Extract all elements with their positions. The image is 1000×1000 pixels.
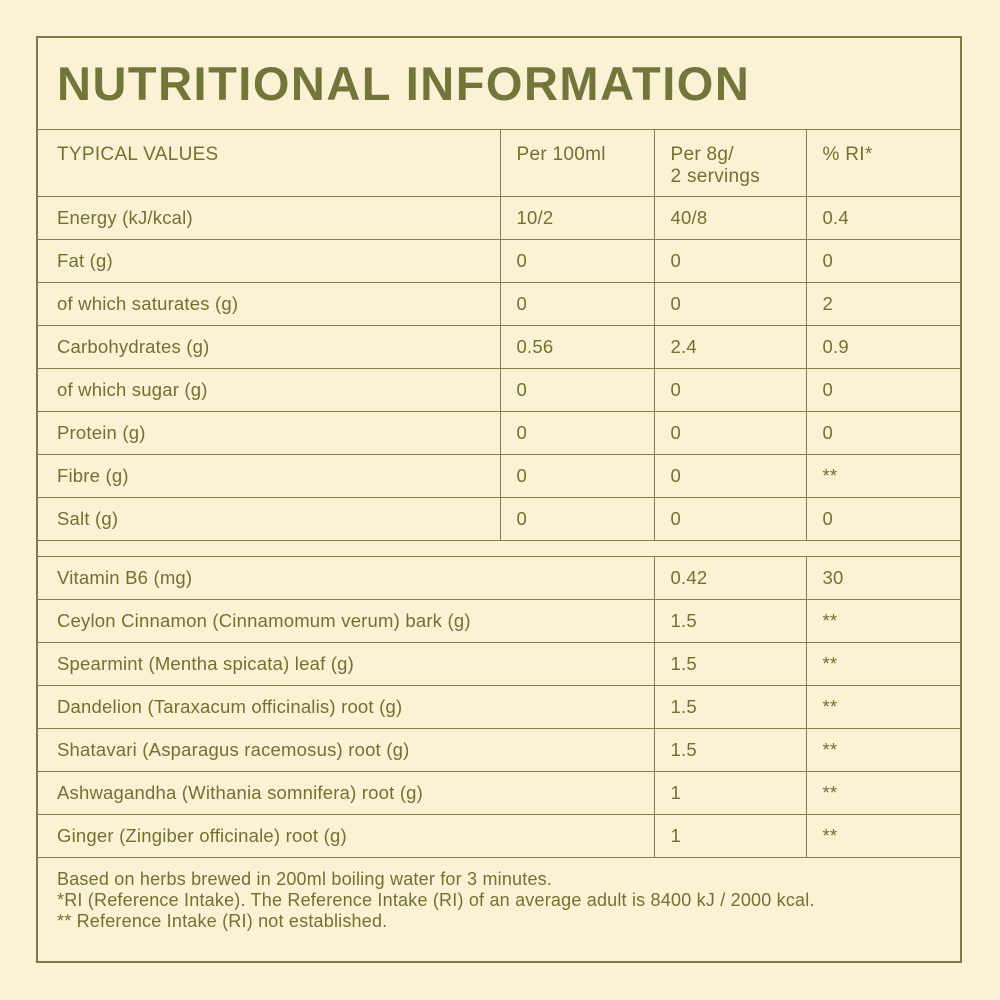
value-per-8g: 0 xyxy=(653,282,806,326)
value-per-8g: 1.5 xyxy=(653,685,806,729)
row-label: Carbohydrates (g) xyxy=(38,325,500,369)
value-ri: 0.4 xyxy=(805,196,960,240)
value-per-100ml: 0 xyxy=(499,368,654,412)
value-per-100ml: 0 xyxy=(499,454,654,498)
value-per-100ml: 0.56 xyxy=(499,325,654,369)
page-title: NUTRITIONAL INFORMATION xyxy=(57,57,751,110)
value-per-8g: 0 xyxy=(653,239,806,283)
value-per-8g: 0.42 xyxy=(653,556,806,600)
value-ri: ** xyxy=(805,685,960,729)
value-ri: 0.9 xyxy=(805,325,960,369)
value-per-8g: 1 xyxy=(653,771,806,815)
table-row-saturates: of which saturates (g) 0 0 2 xyxy=(38,282,960,326)
value-per-8g: 0 xyxy=(653,497,806,541)
table-row-carbohydrates: Carbohydrates (g) 0.56 2.4 0.9 xyxy=(38,325,960,369)
table-row-sugar: of which sugar (g) 0 0 0 xyxy=(38,368,960,412)
value-per-8g: 1 xyxy=(653,814,806,858)
row-label: Vitamin B6 (mg) xyxy=(38,556,654,600)
table-row-spearmint: Spearmint (Mentha spicata) leaf (g) 1.5 … xyxy=(38,642,960,686)
value-per-100ml: 0 xyxy=(499,239,654,283)
value-ri: ** xyxy=(805,728,960,772)
row-label: of which sugar (g) xyxy=(38,368,500,412)
table-row-shatavari: Shatavari (Asparagus racemosus) root (g)… xyxy=(38,728,960,772)
row-label: Ceylon Cinnamon (Cinnamomum verum) bark … xyxy=(38,599,654,643)
header-percent-ri: % RI* xyxy=(805,130,960,197)
footnote-not-established: ** Reference Intake (RI) not established… xyxy=(57,910,388,931)
value-ri: ** xyxy=(805,642,960,686)
table-row-fat: Fat (g) 0 0 0 xyxy=(38,239,960,283)
header-typical-values: TYPICAL VALUES xyxy=(38,130,500,197)
table-gap xyxy=(38,541,960,556)
footnote-reference-intake: *RI (Reference Intake). The Reference In… xyxy=(57,889,815,910)
row-label: Shatavari (Asparagus racemosus) root (g) xyxy=(38,728,654,772)
typical-values-table: TYPICAL VALUES Per 100ml Per 8g/ 2 servi… xyxy=(38,130,960,541)
value-per-8g: 40/8 xyxy=(653,196,806,240)
title-row: NUTRITIONAL INFORMATION xyxy=(38,38,960,130)
value-per-8g: 1.5 xyxy=(653,599,806,643)
value-per-100ml: 0 xyxy=(499,282,654,326)
value-ri: 0 xyxy=(805,239,960,283)
table-row-protein: Protein (g) 0 0 0 xyxy=(38,411,960,455)
herbs-table: Vitamin B6 (mg) 0.42 30 Ceylon Cinnamon … xyxy=(38,555,960,858)
value-per-8g: 1.5 xyxy=(653,728,806,772)
header-per-8g-line2: 2 servings xyxy=(670,166,761,187)
value-ri: ** xyxy=(805,814,960,858)
value-per-100ml: 10/2 xyxy=(499,196,654,240)
value-ri: ** xyxy=(805,599,960,643)
value-per-8g: 1.5 xyxy=(653,642,806,686)
row-label: Ginger (Zingiber officinale) root (g) xyxy=(38,814,654,858)
row-label: Ashwagandha (Withania somnifera) root (g… xyxy=(38,771,654,815)
value-per-8g: 0 xyxy=(653,411,806,455)
value-ri: 0 xyxy=(805,411,960,455)
value-per-8g: 2.4 xyxy=(653,325,806,369)
table-row-fibre: Fibre (g) 0 0 ** xyxy=(38,454,960,498)
table-row-vitamin-b6: Vitamin B6 (mg) 0.42 30 xyxy=(38,556,960,600)
table-row-ceylon-cinnamon: Ceylon Cinnamon (Cinnamomum verum) bark … xyxy=(38,599,960,643)
value-ri: 30 xyxy=(805,556,960,600)
value-per-8g: 0 xyxy=(653,368,806,412)
value-ri: ** xyxy=(805,771,960,815)
row-label: Protein (g) xyxy=(38,411,500,455)
table-row-dandelion: Dandelion (Taraxacum officinalis) root (… xyxy=(38,685,960,729)
table-row-ginger: Ginger (Zingiber officinale) root (g) 1 … xyxy=(38,814,960,858)
value-per-100ml: 0 xyxy=(499,411,654,455)
value-per-100ml: 0 xyxy=(499,497,654,541)
value-per-8g: 0 xyxy=(653,454,806,498)
value-ri: ** xyxy=(805,454,960,498)
row-label: Fat (g) xyxy=(38,239,500,283)
header-per-100ml: Per 100ml xyxy=(499,130,654,197)
row-label: Spearmint (Mentha spicata) leaf (g) xyxy=(38,642,654,686)
row-label: of which saturates (g) xyxy=(38,282,500,326)
value-ri: 0 xyxy=(805,368,960,412)
header-per-8g: Per 8g/ 2 servings xyxy=(653,130,806,197)
table-row-energy: Energy (kJ/kcal) 10/2 40/8 0.4 xyxy=(38,196,960,240)
table-header-row: TYPICAL VALUES Per 100ml Per 8g/ 2 servi… xyxy=(38,130,960,197)
row-label: Energy (kJ/kcal) xyxy=(38,196,500,240)
table-row-salt: Salt (g) 0 0 0 xyxy=(38,497,960,541)
value-ri: 2 xyxy=(805,282,960,326)
nutrition-label-panel: NUTRITIONAL INFORMATION TYPICAL VALUES P… xyxy=(36,36,962,963)
footnotes: Based on herbs brewed in 200ml boiling w… xyxy=(38,858,960,932)
row-label: Fibre (g) xyxy=(38,454,500,498)
row-label: Dandelion (Taraxacum officinalis) root (… xyxy=(38,685,654,729)
footnote-brewing: Based on herbs brewed in 200ml boiling w… xyxy=(57,868,553,889)
table-row-ashwagandha: Ashwagandha (Withania somnifera) root (g… xyxy=(38,771,960,815)
row-label: Salt (g) xyxy=(38,497,500,541)
value-ri: 0 xyxy=(805,497,960,541)
header-per-8g-line1: Per 8g/ xyxy=(670,144,734,165)
